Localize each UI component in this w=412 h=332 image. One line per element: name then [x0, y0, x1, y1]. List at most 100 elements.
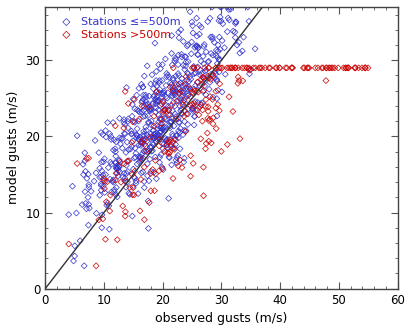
Stations ≤=500m — [182, 83, 189, 88]
Stations >500m — [342, 65, 349, 70]
Stations ≤=500m — [114, 166, 120, 172]
Stations ≤=500m — [142, 93, 149, 98]
Stations >500m — [166, 149, 173, 155]
Stations ≤=500m — [245, 4, 251, 10]
Stations ≤=500m — [173, 160, 180, 166]
Stations >500m — [205, 74, 211, 79]
Stations >500m — [206, 65, 212, 70]
Stations ≤=500m — [182, 63, 189, 69]
Stations ≤=500m — [179, 94, 185, 99]
Y-axis label: model gusts (m/s): model gusts (m/s) — [7, 91, 20, 205]
Stations ≤=500m — [140, 84, 146, 90]
Stations ≤=500m — [216, 69, 222, 75]
Stations ≤=500m — [164, 90, 171, 95]
Stations ≤=500m — [112, 160, 119, 165]
Stations ≤=500m — [156, 160, 163, 165]
Stations >500m — [200, 75, 206, 80]
Stations ≤=500m — [144, 173, 151, 178]
Stations ≤=500m — [164, 71, 170, 76]
Stations ≤=500m — [217, 4, 224, 10]
Stations ≤=500m — [116, 164, 123, 170]
Stations >500m — [140, 137, 147, 142]
Stations ≤=500m — [163, 83, 169, 88]
Stations >500m — [198, 76, 205, 82]
Stations >500m — [172, 137, 179, 142]
Stations ≤=500m — [153, 99, 160, 104]
Stations ≤=500m — [187, 9, 193, 14]
Stations ≤=500m — [122, 176, 128, 181]
Stations ≤=500m — [138, 170, 145, 176]
Stations >500m — [198, 102, 204, 108]
Stations ≤=500m — [175, 30, 182, 35]
Stations >500m — [161, 108, 167, 113]
Stations >500m — [170, 65, 177, 70]
Stations ≤=500m — [138, 141, 145, 146]
Stations ≤=500m — [150, 170, 157, 175]
Stations ≤=500m — [143, 124, 149, 129]
Stations >500m — [146, 200, 152, 205]
Stations ≤=500m — [162, 117, 169, 122]
Stations ≤=500m — [143, 99, 149, 104]
Stations ≤=500m — [164, 145, 171, 150]
Stations ≤=500m — [131, 119, 138, 124]
Stations ≤=500m — [166, 75, 172, 80]
Stations ≤=500m — [71, 253, 78, 259]
Stations ≤=500m — [192, 43, 199, 48]
Stations ≤=500m — [135, 109, 142, 114]
Stations >500m — [234, 81, 241, 86]
Stations >500m — [156, 136, 163, 142]
Stations ≤=500m — [111, 189, 117, 195]
Stations ≤=500m — [135, 119, 142, 124]
Stations >500m — [138, 139, 144, 144]
Stations ≤=500m — [147, 108, 154, 113]
Stations ≤=500m — [155, 99, 162, 104]
Stations >500m — [194, 88, 201, 94]
Stations ≤=500m — [154, 136, 160, 142]
Stations ≤=500m — [147, 106, 154, 112]
Stations ≤=500m — [152, 134, 159, 139]
Stations ≤=500m — [177, 146, 183, 151]
Stations >500m — [112, 177, 119, 183]
Stations ≤=500m — [213, 53, 219, 58]
Stations ≤=500m — [180, 88, 187, 94]
Stations >500m — [194, 65, 201, 70]
Stations ≤=500m — [123, 171, 130, 176]
Stations ≤=500m — [135, 191, 141, 196]
Stations >500m — [141, 142, 148, 147]
Stations ≤=500m — [225, 7, 232, 12]
Stations ≤=500m — [168, 119, 174, 124]
Stations ≤=500m — [152, 41, 158, 46]
Stations ≤=500m — [152, 101, 159, 106]
Stations >500m — [120, 125, 127, 131]
Stations ≤=500m — [233, 19, 239, 25]
Stations ≤=500m — [127, 146, 134, 152]
Stations >500m — [180, 102, 186, 108]
Stations ≤=500m — [134, 107, 140, 112]
Stations ≤=500m — [184, 70, 191, 75]
Stations ≤=500m — [140, 169, 146, 175]
Stations >500m — [326, 65, 332, 70]
Stations ≤=500m — [183, 85, 190, 91]
Stations >500m — [158, 121, 165, 126]
Stations ≤=500m — [167, 119, 173, 124]
Stations ≤=500m — [139, 137, 146, 142]
Stations ≤=500m — [216, 57, 223, 62]
Stations ≤=500m — [175, 116, 181, 122]
Stations >500m — [330, 65, 336, 70]
Stations ≤=500m — [206, 80, 213, 85]
Stations ≤=500m — [116, 135, 123, 140]
Stations ≤=500m — [129, 213, 136, 219]
Stations ≤=500m — [150, 94, 157, 99]
Stations ≤=500m — [116, 158, 123, 164]
Stations >500m — [201, 65, 208, 70]
Stations >500m — [213, 126, 220, 131]
Stations >500m — [219, 65, 226, 70]
Stations >500m — [96, 217, 102, 222]
Stations >500m — [239, 78, 246, 83]
Stations >500m — [258, 65, 265, 70]
Stations >500m — [362, 65, 369, 70]
Stations >500m — [323, 78, 329, 83]
Stations ≤=500m — [147, 136, 154, 141]
Stations ≤=500m — [98, 183, 105, 188]
Stations ≤=500m — [190, 23, 196, 28]
